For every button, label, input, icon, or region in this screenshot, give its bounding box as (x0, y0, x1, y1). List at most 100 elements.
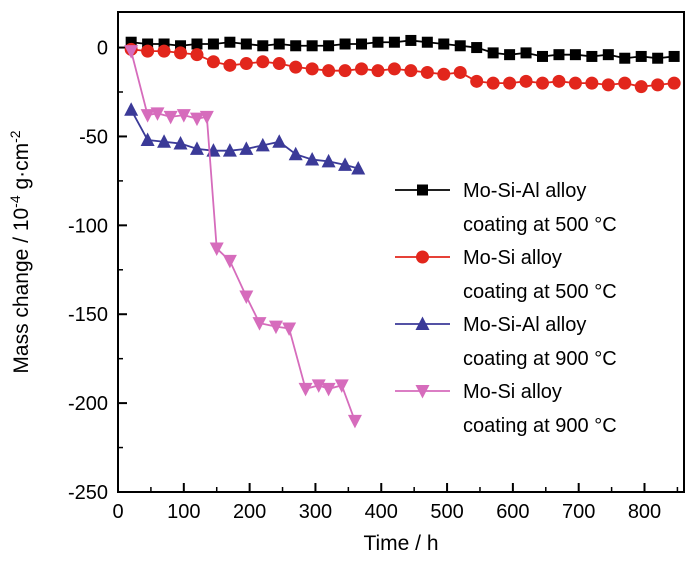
series-marker-0 (240, 38, 252, 50)
series-marker-3 (176, 109, 191, 123)
series-marker-1 (223, 58, 237, 72)
x-tick-label: 500 (430, 501, 463, 523)
series-marker-3 (199, 110, 214, 125)
series-marker-1 (519, 74, 533, 88)
series-marker-0 (175, 40, 187, 52)
series-marker-1 (420, 65, 434, 79)
series-marker-1 (568, 76, 582, 90)
series-marker-3 (252, 317, 267, 331)
series-marker-3 (124, 45, 139, 59)
x-tick-label: 400 (365, 501, 398, 523)
series-marker-2 (124, 102, 139, 116)
legend-sample-marker (415, 316, 430, 330)
y-tick-label: -100 (68, 215, 108, 237)
series-marker-3 (209, 242, 224, 256)
series-marker-1 (437, 67, 451, 81)
series-marker-0 (125, 36, 137, 48)
series-marker-3 (321, 382, 336, 397)
series-marker-1 (503, 76, 517, 90)
series-marker-3 (239, 290, 254, 304)
series-marker-1 (174, 46, 188, 60)
series-marker-3 (140, 109, 155, 123)
series-marker-0 (158, 38, 170, 50)
series-marker-1 (305, 62, 319, 76)
series-marker-0 (421, 36, 433, 48)
series-marker-1 (453, 65, 467, 79)
series-marker-2 (173, 136, 188, 150)
legend-label-line1: Mo-Si-Al alloy (463, 180, 586, 202)
legend-entry-1: Mo-Si alloy coating at 500 °C (395, 247, 617, 303)
series-marker-1 (667, 76, 681, 90)
series-marker-1 (387, 62, 401, 76)
series-marker-1 (371, 64, 385, 78)
legend-sample-marker (415, 385, 430, 399)
series-marker-0 (668, 50, 680, 62)
x-tick-label: 0 (112, 501, 123, 523)
series-marker-0 (553, 49, 565, 61)
series-2 (124, 102, 366, 175)
legend-label-line2: coating at 900 °C (463, 415, 617, 437)
series-marker-0 (142, 38, 154, 50)
series-marker-1 (190, 48, 204, 62)
series-marker-0 (339, 38, 351, 50)
legend-entry-3: Mo-Si alloy coating at 900 °C (395, 381, 617, 437)
series-marker-2 (140, 132, 155, 146)
series-marker-0 (652, 52, 664, 64)
series-marker-0 (207, 38, 219, 50)
series-marker-0 (257, 40, 269, 52)
series-marker-2 (255, 137, 270, 152)
legend-sample-marker (417, 184, 428, 196)
legend-label-line2: coating at 500 °C (463, 281, 617, 303)
series-marker-3 (268, 320, 283, 335)
series-marker-3 (311, 379, 326, 393)
series-marker-1 (634, 80, 648, 94)
y-axis-label: Mass change / 10-4 g·cm-2 (7, 130, 33, 373)
series-marker-1 (486, 76, 500, 90)
series-marker-1 (256, 55, 270, 69)
x-axis-label: Time / h (363, 532, 438, 555)
series-marker-2 (288, 146, 303, 161)
series-marker-0 (635, 50, 647, 62)
series-marker-0 (388, 36, 400, 48)
series-marker-0 (372, 36, 384, 48)
series-marker-1 (206, 55, 220, 69)
series-marker-3 (298, 382, 313, 397)
legend-label-line1: Mo-Si alloy (463, 247, 562, 269)
x-tick-label: 700 (562, 501, 595, 523)
series-marker-0 (520, 47, 532, 59)
series-marker-0 (619, 52, 631, 64)
y-tick-label: 0 (97, 38, 108, 60)
series-marker-1 (552, 74, 566, 88)
series-marker-1 (585, 76, 599, 90)
series-marker-2 (239, 141, 254, 155)
series-marker-1 (536, 76, 549, 90)
series-marker-1 (272, 57, 286, 71)
x-tick-label: 800 (628, 501, 661, 523)
y-tick-label: -50 (79, 126, 108, 148)
series-marker-0 (537, 50, 548, 62)
series-marker-1 (404, 64, 418, 78)
legend-sample-marker (416, 250, 429, 264)
y-tick-label: -250 (68, 482, 108, 504)
series-1 (124, 42, 681, 94)
legend-entry-2: Mo-Si-Al alloy coating at 900 °C (395, 314, 617, 370)
series-marker-2 (157, 134, 172, 148)
series-marker-0 (504, 49, 516, 61)
y-tick-label: -200 (68, 393, 108, 415)
series-marker-0 (569, 49, 581, 61)
series-line-3 (130, 50, 356, 422)
series-marker-0 (454, 40, 466, 52)
series-marker-0 (405, 34, 417, 46)
series-marker-1 (141, 44, 155, 58)
legend-label-line1: Mo-Si alloy (463, 381, 562, 403)
legend-label-line2: coating at 900 °C (463, 348, 617, 370)
series-marker-3 (347, 414, 362, 429)
series-marker-1 (289, 60, 303, 74)
y-tick-label: -150 (68, 304, 108, 326)
series-marker-1 (651, 78, 665, 92)
series-3 (124, 45, 362, 429)
